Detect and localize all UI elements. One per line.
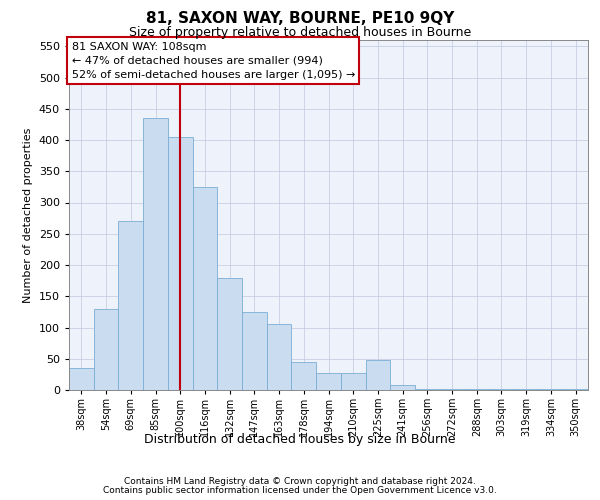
Bar [390,385,415,390]
Bar [217,278,242,390]
Text: 81 SAXON WAY: 108sqm
← 47% of detached houses are smaller (994)
52% of semi-deta: 81 SAXON WAY: 108sqm ← 47% of detached h… [71,42,355,80]
Bar [365,360,390,390]
Bar [341,373,365,390]
Bar [316,372,341,390]
Bar [563,389,588,390]
Bar [143,118,168,390]
Bar [514,389,539,390]
Text: 81, SAXON WAY, BOURNE, PE10 9QY: 81, SAXON WAY, BOURNE, PE10 9QY [146,11,454,26]
Text: Distribution of detached houses by size in Bourne: Distribution of detached houses by size … [144,432,456,446]
Bar [267,324,292,390]
Text: Size of property relative to detached houses in Bourne: Size of property relative to detached ho… [129,26,471,39]
Bar [440,389,464,390]
Bar [539,389,563,390]
Y-axis label: Number of detached properties: Number of detached properties [23,128,33,302]
Bar [464,389,489,390]
Bar [69,368,94,390]
Bar [415,389,440,390]
Bar [292,362,316,390]
Bar [193,187,217,390]
Text: Contains HM Land Registry data © Crown copyright and database right 2024.: Contains HM Land Registry data © Crown c… [124,477,476,486]
Bar [168,137,193,390]
Text: Contains public sector information licensed under the Open Government Licence v3: Contains public sector information licen… [103,486,497,495]
Bar [118,221,143,390]
Bar [94,308,118,390]
Bar [242,312,267,390]
Bar [489,389,514,390]
